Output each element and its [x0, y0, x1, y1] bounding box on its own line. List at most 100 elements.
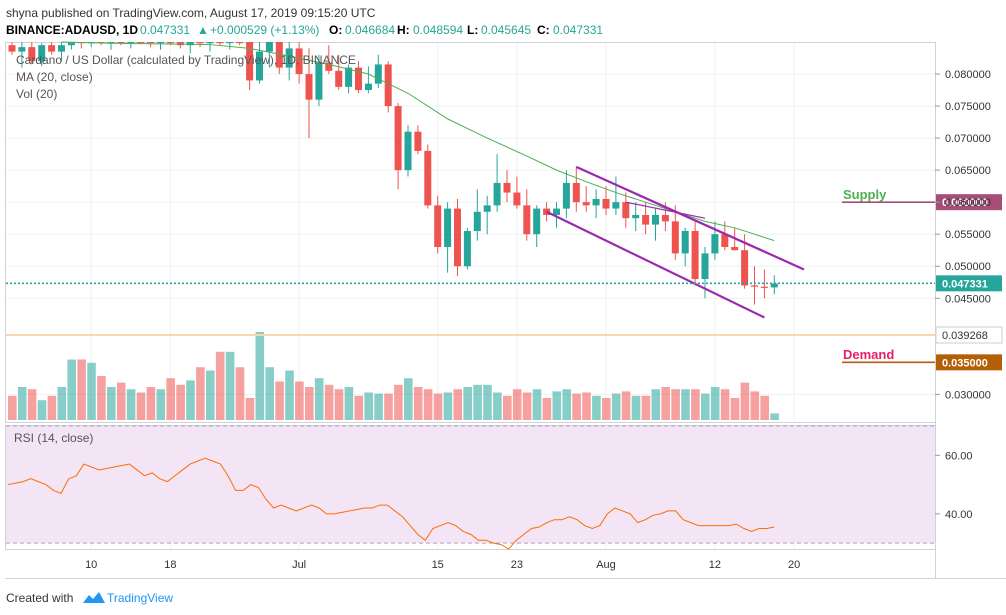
volume-bar-7 — [77, 359, 86, 420]
volume-bar-52 — [522, 392, 532, 420]
candle-body-0 — [8, 45, 16, 52]
candle-body-63 — [632, 214, 640, 219]
candle-body-19 — [196, 42, 204, 44]
legend-title: Cardano / US Dollar (calculated by Tradi… — [16, 53, 356, 67]
volume-bar-51 — [512, 389, 522, 420]
candle-body-76 — [760, 286, 768, 288]
rsi-label: RSI (14, close) — [14, 431, 93, 445]
candle-body-41 — [414, 131, 422, 151]
price-tick-1: 0.075000 — [945, 101, 991, 113]
candle-body-15 — [157, 42, 164, 44]
close-value: 0.047331 — [553, 23, 603, 37]
candle-body-62 — [622, 202, 630, 219]
time-tick-7: 20 — [788, 559, 800, 571]
volume-bar-37 — [374, 393, 383, 420]
candle-body-55 — [553, 208, 560, 215]
candle-body-34 — [345, 67, 353, 87]
volume-bar-64 — [641, 395, 651, 420]
volume-bar-36 — [364, 392, 373, 420]
candle-body-12 — [127, 42, 135, 44]
candle-body-61 — [612, 202, 620, 209]
candle-body-69 — [691, 231, 699, 280]
volume-bar-65 — [651, 389, 661, 420]
candle-body-14 — [147, 42, 155, 44]
candle-body-33 — [335, 70, 343, 87]
ohlc-line: BINANCE:ADAUSD, 1D 0.047331 ▲ +0.000529 … — [6, 23, 603, 37]
volume-bar-40 — [404, 378, 413, 420]
volume-bar-71 — [710, 387, 720, 420]
volume-bar-31 — [314, 378, 324, 420]
price-tick-5: 0.055000 — [945, 229, 991, 241]
close-key: C: — [537, 23, 550, 37]
volume-bar-69 — [691, 389, 700, 420]
volume-bar-74 — [740, 382, 750, 420]
last-price-label: 0.047331 — [140, 23, 190, 37]
volume-bar-5 — [57, 387, 67, 420]
price-tag-text-plain: 0.039268 — [942, 330, 988, 342]
candle-body-20 — [206, 42, 214, 44]
volume-bar-50 — [503, 395, 512, 420]
candle-body-46 — [463, 231, 471, 267]
volume-bar-77 — [770, 413, 779, 420]
channel-mid-line — [625, 201, 706, 219]
volume-bar-22 — [225, 351, 235, 420]
volume-bar-48 — [483, 384, 492, 420]
price-tag-supply — [936, 194, 1002, 211]
volume-bar-20 — [206, 370, 215, 420]
price-tick-8: 0.030000 — [945, 389, 991, 401]
price-tag-text-supply: 0.060000 — [942, 197, 988, 209]
candle-body-39 — [394, 106, 402, 171]
candles — [8, 42, 778, 305]
demand-label: Demand — [843, 347, 894, 362]
footer-brand[interactable]: TradingView — [107, 591, 173, 605]
candle-body-3 — [38, 45, 46, 62]
price-tag-plain — [935, 326, 1003, 344]
time-tick-5: Aug — [596, 559, 616, 571]
price-tag-text-demand: 0.035000 — [942, 357, 988, 369]
candle-body-25 — [256, 51, 263, 81]
price-tag-text-last: 0.047331 — [942, 278, 988, 290]
volume-bar-13 — [136, 392, 146, 420]
candle-body-48 — [483, 205, 491, 212]
candle-body-4 — [48, 45, 56, 52]
ma-line — [61, 41, 775, 242]
supply-label: Supply — [843, 187, 887, 202]
candle-body-45 — [454, 208, 461, 267]
volume-bar-70 — [701, 393, 710, 420]
time-tick-1: 18 — [164, 559, 176, 571]
high-value: 0.048594 — [413, 23, 463, 37]
up-arrow-icon: ▲ — [197, 23, 209, 37]
symbol-label: BINANCE:ADAUSD, 1D — [6, 23, 138, 37]
time-axis: 10 18 Jul 15 23 Aug 12 20 — [85, 559, 800, 571]
candle-body-13 — [137, 42, 145, 44]
price-tag-last — [936, 275, 1002, 292]
legend-ma: MA (20, close) — [16, 70, 93, 84]
volume-bar-75 — [750, 391, 760, 420]
rsi-band — [6, 426, 935, 544]
volume-bar-17 — [176, 384, 185, 420]
price-tick-4: 0.060000 — [945, 197, 991, 209]
candle-body-43 — [434, 205, 442, 248]
time-tick-2: Jul — [292, 559, 306, 571]
candle-body-74 — [741, 250, 749, 286]
volume-bar-15 — [156, 389, 166, 420]
candle-body-11 — [117, 42, 125, 44]
volume-bar-46 — [463, 387, 472, 420]
low-value: 0.045645 — [481, 23, 531, 37]
volume-bar-33 — [334, 389, 344, 420]
volume-bar-61 — [611, 393, 621, 420]
candle-body-49 — [493, 182, 501, 206]
volume-bar-47 — [473, 384, 482, 420]
time-tick-6: 12 — [709, 559, 721, 571]
volume-bar-62 — [621, 391, 631, 420]
candle-body-51 — [513, 192, 521, 206]
volume-bar-60 — [602, 398, 611, 420]
legend-vol: Vol (20) — [16, 87, 57, 101]
candle-body-60 — [602, 198, 610, 209]
volume-bar-72 — [720, 389, 730, 420]
volume-bar-57 — [572, 393, 581, 420]
price-tick-2: 0.070000 — [945, 133, 991, 145]
candle-body-42 — [424, 150, 432, 206]
time-tick-4: 23 — [511, 559, 523, 571]
candle-body-10 — [107, 42, 115, 44]
